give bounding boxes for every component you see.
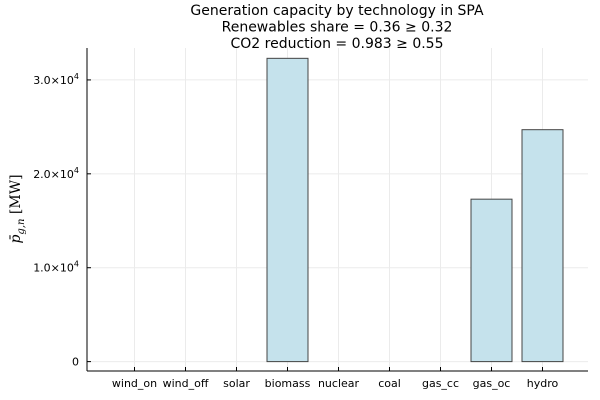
axes <box>86 48 588 372</box>
bar-gas_oc <box>470 198 513 363</box>
x-tick-label-gas_cc: gas_cc <box>422 377 459 390</box>
x-tick-label-wind_off: wind_off <box>163 377 209 390</box>
y-axis-title: p̄g,n [MW] <box>8 174 27 243</box>
x-tick-label-nuclear: nuclear <box>318 377 360 390</box>
y-tick-labels: 0 1.0×104 2.0×104 3.0×104 <box>33 72 79 369</box>
y-tick-label: 1.0×104 <box>33 260 79 275</box>
title-line-3: CO2 reduction = 0.983 ≥ 0.55 <box>230 36 443 52</box>
y-tick-label: 2.0×104 <box>33 166 79 181</box>
x-tick-label-biomass: biomass <box>265 377 311 390</box>
grid-lines <box>87 48 588 371</box>
x-tick-labels: wind_on wind_off solar biomass nuclear coal ga… <box>112 377 559 390</box>
title-line-1: Generation capacity by technology in SPA <box>190 3 484 19</box>
y-tick-label: 0 <box>72 356 79 369</box>
bar-hydro <box>521 129 564 363</box>
x-tick-label-solar: solar <box>223 377 250 390</box>
bar-biomass <box>266 57 309 363</box>
y-axis-label: p̄g,n [MW] <box>8 174 27 243</box>
chart-title: Generation capacity by technology in SPA… <box>190 3 484 52</box>
x-tick-label-coal: coal <box>378 377 401 390</box>
x-tick-label-wind_on: wind_on <box>112 377 157 390</box>
y-tick-label: 3.0×104 <box>33 72 79 87</box>
title-line-2: Renewables share = 0.36 ≥ 0.32 <box>222 20 453 36</box>
bars <box>266 57 564 363</box>
x-tick-label-gas_oc: gas_oc <box>473 377 511 390</box>
x-tick-label-hydro: hydro <box>527 377 559 390</box>
